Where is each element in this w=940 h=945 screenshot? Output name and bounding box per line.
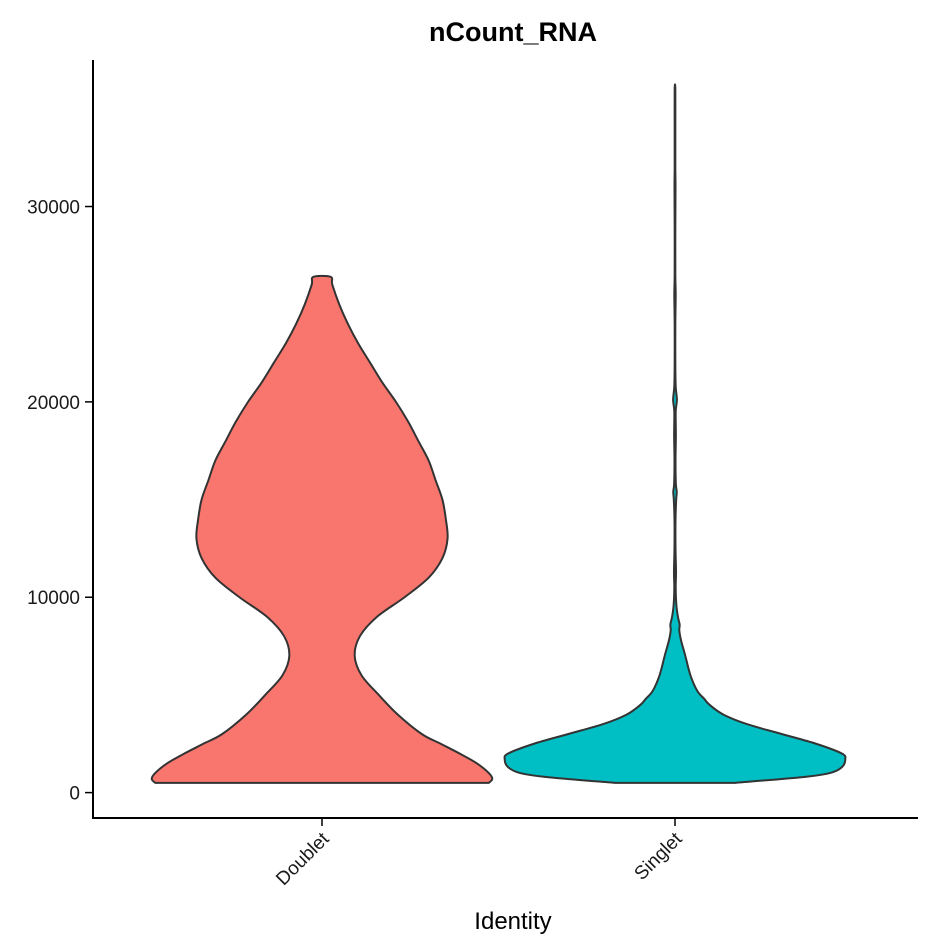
- y-tick-label: 10000: [27, 588, 80, 609]
- y-tick-group: 0 10000 20000 30000: [27, 198, 93, 805]
- y-tick-label: 0: [69, 784, 80, 805]
- x-tick-group: Doublet Singlet: [272, 818, 687, 890]
- x-tick-label-doublet: Doublet: [272, 828, 334, 890]
- x-axis-title: Identity: [474, 908, 551, 935]
- violin-group: [150, 83, 847, 784]
- violin-doublet: [150, 274, 494, 784]
- chart-title: nCount_RNA: [429, 17, 597, 47]
- y-tick-label: 30000: [27, 198, 80, 219]
- x-tick-label-singlet: Singlet: [631, 828, 687, 884]
- violin-singlet: [503, 83, 847, 784]
- y-tick-label: 20000: [27, 393, 80, 414]
